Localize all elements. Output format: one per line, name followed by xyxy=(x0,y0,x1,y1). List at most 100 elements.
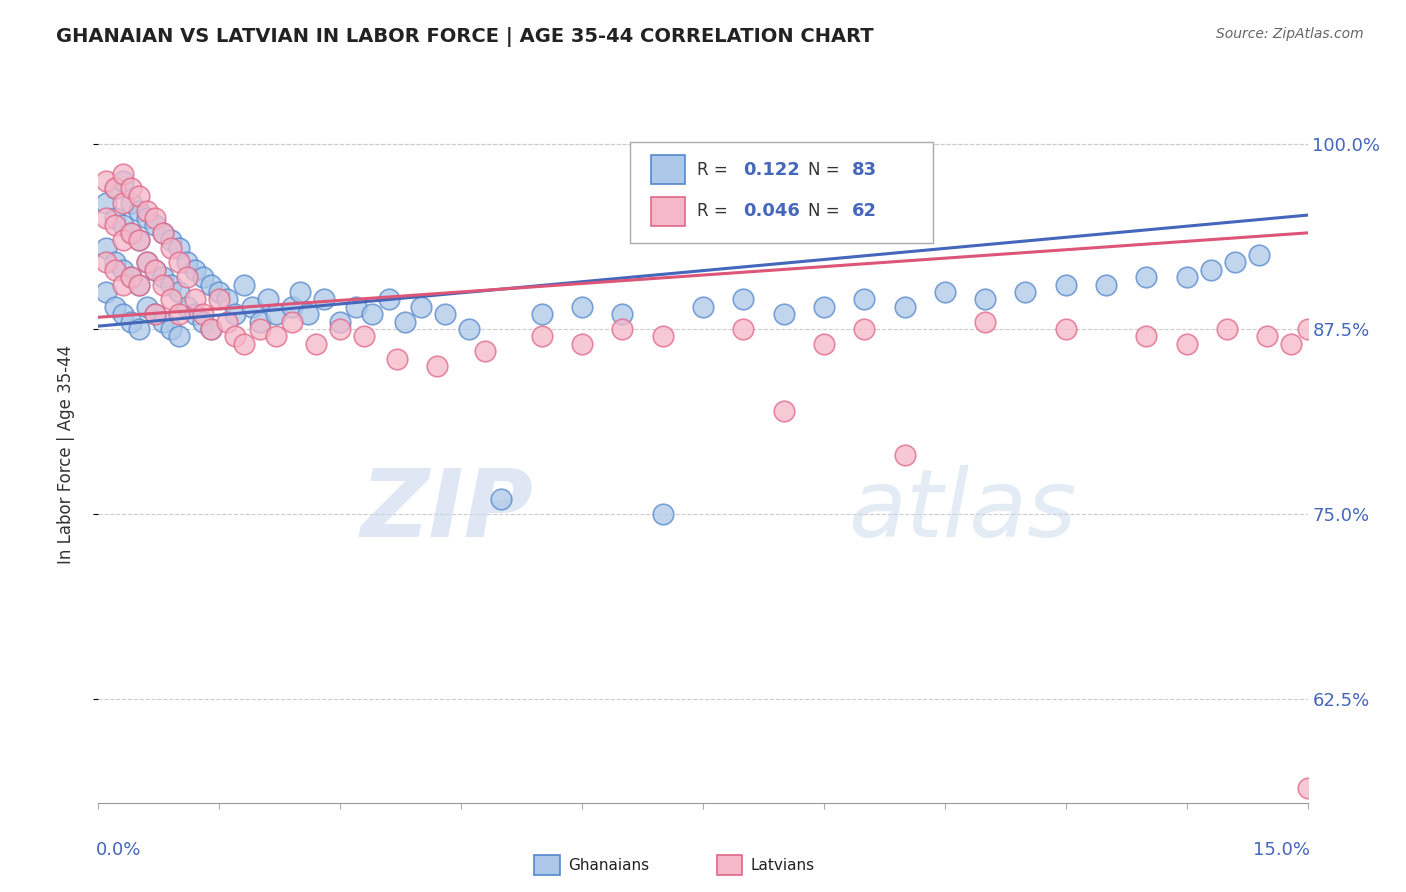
Point xyxy=(974,315,997,329)
Point xyxy=(103,219,125,233)
Point xyxy=(1223,255,1246,269)
Point xyxy=(96,255,118,269)
Point xyxy=(143,211,166,225)
Point xyxy=(1296,780,1319,795)
Point xyxy=(344,300,367,314)
Point xyxy=(249,315,271,329)
Point xyxy=(160,322,183,336)
Point xyxy=(217,315,239,329)
Point xyxy=(1095,277,1118,292)
Point xyxy=(111,219,134,233)
Point xyxy=(176,270,198,285)
Point xyxy=(103,181,125,195)
Text: R =: R = xyxy=(697,202,733,220)
Point xyxy=(103,255,125,269)
Point xyxy=(571,337,593,351)
Point xyxy=(160,233,183,247)
Point xyxy=(974,293,997,307)
Point xyxy=(1135,270,1157,285)
FancyBboxPatch shape xyxy=(630,142,932,243)
Point xyxy=(281,300,304,314)
Point xyxy=(224,329,246,343)
Point xyxy=(1216,322,1239,336)
Point xyxy=(353,329,375,343)
Point xyxy=(612,322,634,336)
Point xyxy=(314,293,336,307)
Point xyxy=(264,307,287,321)
Point xyxy=(733,293,755,307)
Point xyxy=(184,307,207,321)
Point xyxy=(111,307,134,321)
Point xyxy=(200,277,222,292)
Point xyxy=(434,307,457,321)
Point xyxy=(128,233,150,247)
Point xyxy=(1014,285,1036,299)
Point xyxy=(143,263,166,277)
Point xyxy=(96,174,118,188)
Point xyxy=(612,307,634,321)
Point xyxy=(530,329,553,343)
Point xyxy=(217,293,239,307)
Point xyxy=(152,315,174,329)
Point xyxy=(458,322,481,336)
Point xyxy=(394,315,416,329)
Point xyxy=(329,322,352,336)
Point xyxy=(1054,322,1077,336)
Text: atlas: atlas xyxy=(848,465,1077,556)
Point xyxy=(1281,337,1303,351)
Text: N =: N = xyxy=(808,202,839,220)
Text: ZIP: ZIP xyxy=(361,465,534,557)
Point xyxy=(143,219,166,233)
Point xyxy=(281,315,304,329)
Point xyxy=(152,270,174,285)
Point xyxy=(232,277,254,292)
Point xyxy=(1175,337,1198,351)
Point xyxy=(111,174,134,188)
Point xyxy=(167,241,190,255)
Point xyxy=(651,507,673,521)
Point xyxy=(193,270,215,285)
Point xyxy=(120,315,142,329)
Point xyxy=(184,263,207,277)
Point xyxy=(208,293,231,307)
FancyBboxPatch shape xyxy=(651,155,685,185)
Text: 15.0%: 15.0% xyxy=(1253,841,1310,859)
Point xyxy=(167,255,190,269)
Point xyxy=(1249,248,1271,262)
Point xyxy=(184,293,207,307)
Y-axis label: In Labor Force | Age 35-44: In Labor Force | Age 35-44 xyxy=(56,345,75,565)
Point xyxy=(128,189,150,203)
Point xyxy=(733,322,755,336)
Text: 83: 83 xyxy=(852,161,877,178)
Text: 0.0%: 0.0% xyxy=(96,841,142,859)
Point xyxy=(193,315,215,329)
Point xyxy=(1296,322,1319,336)
Point xyxy=(111,233,134,247)
Point xyxy=(152,226,174,240)
Point xyxy=(128,277,150,292)
Point xyxy=(167,307,190,321)
Text: Source: ZipAtlas.com: Source: ZipAtlas.com xyxy=(1216,27,1364,41)
Point xyxy=(288,285,311,299)
Point xyxy=(96,285,118,299)
Point xyxy=(111,277,134,292)
Point xyxy=(256,293,278,307)
Point xyxy=(160,241,183,255)
Point xyxy=(893,448,915,462)
Point xyxy=(264,329,287,343)
Point xyxy=(96,211,118,225)
Point xyxy=(96,241,118,255)
Point xyxy=(135,300,157,314)
Point xyxy=(111,263,134,277)
Text: R =: R = xyxy=(697,161,733,178)
Point xyxy=(385,351,408,366)
Point xyxy=(571,300,593,314)
Point xyxy=(120,196,142,211)
Point xyxy=(1256,329,1278,343)
Point xyxy=(167,329,190,343)
Text: 0.122: 0.122 xyxy=(742,161,800,178)
Point xyxy=(128,322,150,336)
Point xyxy=(120,226,142,240)
Point xyxy=(96,196,118,211)
Point xyxy=(474,344,496,359)
